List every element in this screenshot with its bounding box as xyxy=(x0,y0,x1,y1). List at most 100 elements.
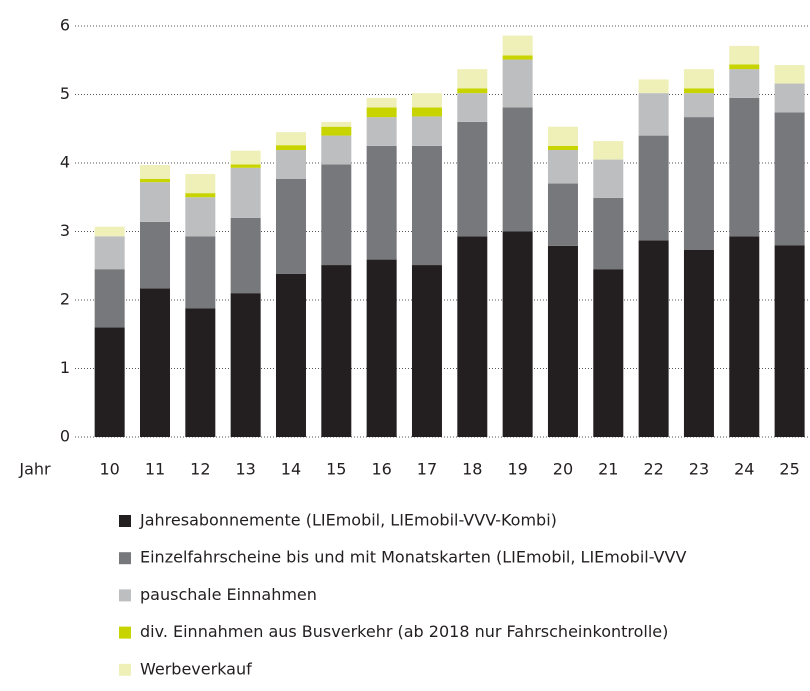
bar-segment xyxy=(411,145,442,266)
bar-segment xyxy=(230,164,261,168)
bar-segment xyxy=(547,149,578,184)
legend-swatch xyxy=(119,515,131,527)
bar-segment xyxy=(185,308,216,437)
bar-segment xyxy=(683,117,714,250)
bar-segment xyxy=(593,159,624,198)
bar-segment xyxy=(729,97,760,237)
x-tick-label: 21 xyxy=(598,460,618,479)
bar-segment xyxy=(729,45,760,65)
bar-segment xyxy=(230,217,261,294)
bar-segment xyxy=(366,145,397,260)
legend-swatch xyxy=(119,663,131,676)
bar-segment xyxy=(321,126,352,136)
bar-segment xyxy=(94,236,125,270)
bar-segment xyxy=(547,126,578,146)
bar-segment xyxy=(457,88,488,94)
bar-segment xyxy=(321,164,352,266)
bar-segment xyxy=(366,107,397,118)
legend-label: Einzelfahrscheine bis und mit Monatskart… xyxy=(140,548,686,567)
bar-segment xyxy=(502,55,533,60)
bar-segment xyxy=(411,93,442,108)
legend-swatch xyxy=(119,626,131,639)
x-tick-label: 18 xyxy=(462,460,482,479)
bar-segment xyxy=(230,150,261,165)
bar-segment xyxy=(774,245,805,437)
bar-segment xyxy=(638,93,669,136)
legend-label: pauschale Einnahmen xyxy=(140,585,317,604)
x-tick-label: 20 xyxy=(553,460,573,479)
bar-segment xyxy=(457,69,488,89)
bar-segment xyxy=(638,240,669,437)
x-tick-label: 15 xyxy=(326,460,346,479)
bar-segment xyxy=(729,64,760,70)
bar-segment xyxy=(366,117,397,146)
bar-segment xyxy=(185,197,216,237)
y-tick-label: 5 xyxy=(60,84,70,103)
bar-segment xyxy=(547,183,578,246)
legend-swatch xyxy=(119,589,131,602)
bar-segment xyxy=(139,221,170,289)
x-tick-label: 12 xyxy=(190,460,210,479)
y-tick-label: 4 xyxy=(60,153,70,172)
bar-segment xyxy=(321,265,352,437)
x-tick-label: 23 xyxy=(689,460,709,479)
bar-segment xyxy=(457,236,488,437)
legend-label: Werbeverkauf xyxy=(140,659,252,678)
x-tick-label: 25 xyxy=(779,460,799,479)
bar-segment xyxy=(547,245,578,437)
x-tick-label: 13 xyxy=(235,460,255,479)
bar-segment xyxy=(94,226,125,237)
bar-segment xyxy=(139,178,170,183)
x-tick-label: 19 xyxy=(507,460,527,479)
x-tick-label: 14 xyxy=(281,460,301,479)
bar-segment xyxy=(638,79,669,94)
bar-segment xyxy=(275,132,306,146)
bar-segment xyxy=(593,269,624,437)
bar-segment xyxy=(638,135,669,241)
bar-segment xyxy=(502,231,533,437)
bar-segment xyxy=(185,236,216,309)
bar-segment xyxy=(411,116,442,146)
bar-segment xyxy=(729,236,760,437)
bar-segment xyxy=(185,173,216,194)
bar-segment xyxy=(366,97,397,108)
y-tick-label: 6 xyxy=(60,16,70,35)
bar-segment xyxy=(729,69,760,98)
bar-segment xyxy=(230,167,261,218)
bar-segment xyxy=(230,293,261,437)
bar-segment xyxy=(683,249,714,437)
bar-segment xyxy=(139,165,170,179)
bar-segment xyxy=(275,178,306,274)
bar-segment xyxy=(411,265,442,437)
x-tick-label: 17 xyxy=(417,460,437,479)
bar-segment xyxy=(139,288,170,437)
x-axis-label: Jahr xyxy=(18,460,51,479)
bar-segment xyxy=(321,121,352,127)
bar-segment xyxy=(683,88,714,94)
bar-segment xyxy=(275,145,306,150)
bar-segment xyxy=(275,273,306,437)
bar-segment xyxy=(366,259,397,437)
legend-label: Jahresabonnemente (LIEmobil, LIEmobil-VV… xyxy=(139,511,557,530)
bar-segment xyxy=(774,83,805,113)
bar-segment xyxy=(547,145,578,150)
bar-segment xyxy=(457,93,488,122)
x-tick-label: 16 xyxy=(371,460,391,479)
bar-segment xyxy=(502,107,533,232)
x-tick-label: 10 xyxy=(99,460,119,479)
x-tick-label: 24 xyxy=(734,460,754,479)
y-tick-label: 1 xyxy=(60,358,70,377)
bar-segment xyxy=(411,107,442,117)
bar-segment xyxy=(321,135,352,165)
x-tick-label: 11 xyxy=(145,460,165,479)
bar-segment xyxy=(275,149,306,179)
bar-segment xyxy=(457,121,488,237)
bar-segment xyxy=(683,69,714,89)
y-tick-label: 0 xyxy=(60,427,70,446)
y-tick-label: 2 xyxy=(60,290,70,309)
bar-segment xyxy=(185,193,216,198)
bar-segment xyxy=(94,269,125,328)
bar-segment xyxy=(502,59,533,108)
bar-segment xyxy=(683,93,714,118)
